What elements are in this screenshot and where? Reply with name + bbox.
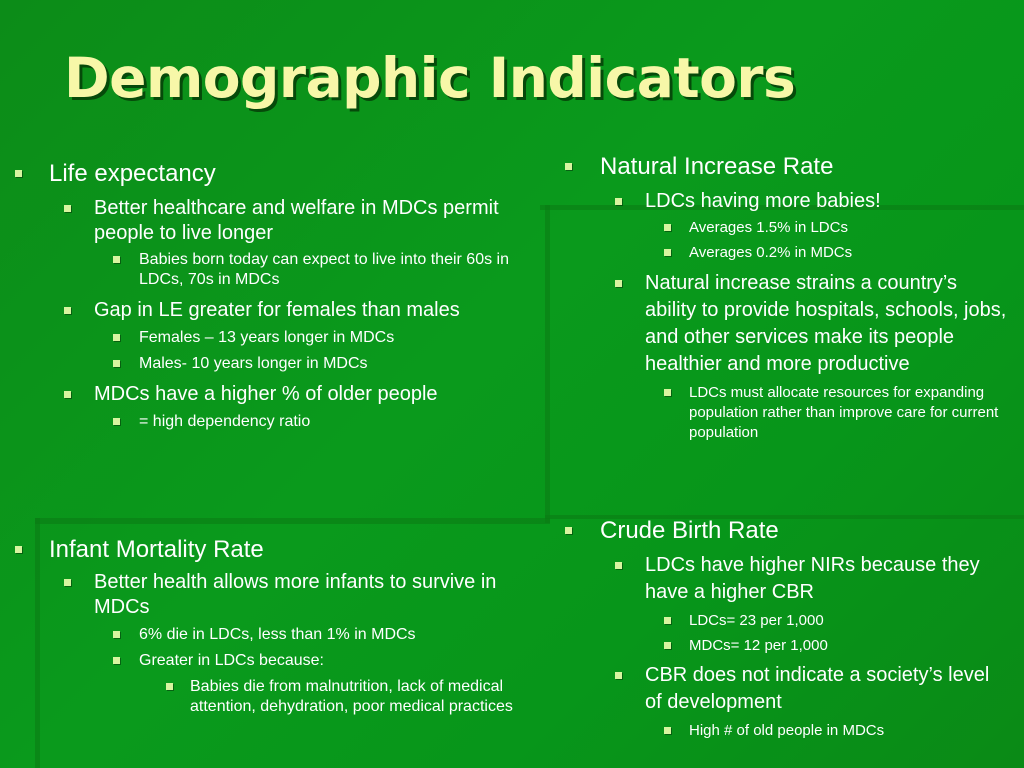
bullet-icon [664, 642, 671, 649]
bullet-icon [113, 360, 120, 367]
heading-text: Life expectancy [49, 160, 216, 187]
natural-increase-section: Natural Increase Rate LDCs having more b… [564, 153, 1014, 443]
decor-line [35, 518, 550, 524]
list-item: Better healthcare and welfare in MDCs pe… [64, 196, 504, 246]
item-text: CBR does not indicate a society’s level … [645, 664, 990, 713]
section-heading: Life expectancy [15, 160, 534, 188]
list-item: LDCs having more babies! [615, 189, 1005, 214]
bullet-icon [615, 280, 622, 287]
bullet-icon [113, 418, 120, 425]
item-text: Females – 13 years longer in MDCs [139, 329, 395, 346]
list-item: LDCs must allocate resources for expandi… [664, 383, 1014, 443]
decor-line [545, 205, 550, 523]
bullet-icon [15, 546, 22, 553]
list-item: 6% die in LDCs, less than 1% in MDCs [113, 625, 519, 645]
decor-line [540, 205, 1024, 210]
item-text: Males- 10 years longer in MDCs [139, 355, 368, 372]
list-item: High # of old people in MDCs [664, 721, 1009, 741]
list-item: Babies born today can expect to live int… [113, 250, 519, 290]
item-text: LDCs= 23 per 1,000 [689, 612, 824, 629]
bullet-icon [113, 657, 120, 664]
bullet-icon [664, 389, 671, 396]
bullet-icon [166, 683, 173, 690]
item-text: LDCs have higher NIRs because they have … [645, 554, 980, 603]
list-item: Greater in LDCs because: [113, 651, 519, 671]
bullet-icon [113, 631, 120, 638]
list-item: = high dependency ratio [113, 412, 519, 432]
list-item: MDCs have a higher % of older people [64, 382, 504, 407]
bullet-icon [664, 727, 671, 734]
list-item: CBR does not indicate a society’s level … [615, 662, 1005, 716]
section-heading: Infant Mortality Rate [15, 536, 534, 564]
bullet-icon [64, 307, 71, 314]
bullet-icon [64, 205, 71, 212]
heading-text: Crude Birth Rate [600, 517, 779, 544]
bullet-icon [615, 672, 622, 679]
bullet-icon [664, 249, 671, 256]
list-item: LDCs have higher NIRs because they have … [615, 552, 1005, 606]
list-item: Babies die from malnutrition, lack of me… [166, 677, 525, 717]
item-text: Better healthcare and welfare in MDCs pe… [94, 197, 499, 244]
infant-mortality-section: Infant Mortality Rate Better health allo… [14, 536, 534, 717]
item-text: = high dependency ratio [139, 413, 311, 430]
decor-line [545, 515, 1024, 519]
section-heading: Natural Increase Rate [565, 153, 1014, 181]
list-item: MDCs= 12 per 1,000 [664, 636, 1009, 656]
item-text: Averages 1.5% in LDCs [689, 219, 848, 236]
slide-title: Demographic Indicators [64, 46, 796, 110]
heading-text: Natural Increase Rate [600, 153, 834, 180]
item-text: Averages 0.2% in MDCs [689, 244, 853, 261]
section-heading: Crude Birth Rate [565, 517, 1014, 545]
decor-line [35, 518, 40, 768]
bullet-icon [664, 224, 671, 231]
item-text: LDCs must allocate resources for expandi… [689, 384, 999, 441]
list-item: Natural increase strains a country’s abi… [615, 270, 1007, 378]
bullet-icon [113, 334, 120, 341]
list-item: Males- 10 years longer in MDCs [113, 354, 519, 374]
item-text: MDCs have a higher % of older people [94, 383, 438, 405]
item-text: Greater in LDCs because: [139, 652, 324, 669]
item-text: High # of old people in MDCs [689, 722, 885, 739]
item-text: Babies die from malnutrition, lack of me… [190, 678, 513, 715]
bullet-icon [565, 527, 572, 534]
bullet-icon [64, 579, 71, 586]
item-text: Gap in LE greater for females than males [94, 299, 460, 321]
item-text: MDCs= 12 per 1,000 [689, 637, 828, 654]
item-text: Natural increase strains a country’s abi… [645, 272, 1007, 375]
heading-text: Infant Mortality Rate [49, 536, 264, 563]
bullet-icon [64, 391, 71, 398]
bullet-icon [664, 617, 671, 624]
list-item: Gap in LE greater for females than males [64, 298, 504, 323]
crude-birth-rate-section: Crude Birth Rate LDCs have higher NIRs b… [564, 517, 1014, 741]
item-text: 6% die in LDCs, less than 1% in MDCs [139, 626, 416, 643]
item-text: Better health allows more infants to sur… [94, 571, 497, 618]
list-item: Averages 1.5% in LDCs [664, 218, 1009, 238]
list-item: Females – 13 years longer in MDCs [113, 328, 519, 348]
bullet-icon [565, 163, 572, 170]
list-item: Better health allows more infants to sur… [64, 570, 514, 620]
list-item: LDCs= 23 per 1,000 [664, 611, 1009, 631]
bullet-icon [615, 198, 622, 205]
item-text: LDCs having more babies! [645, 190, 881, 212]
bullet-icon [15, 170, 22, 177]
bullet-icon [113, 256, 120, 263]
bullet-icon [615, 562, 622, 569]
item-text: Babies born today can expect to live int… [139, 251, 509, 288]
list-item: Averages 0.2% in MDCs [664, 243, 1009, 263]
life-expectancy-section: Life expectancy Better healthcare and we… [14, 160, 534, 432]
